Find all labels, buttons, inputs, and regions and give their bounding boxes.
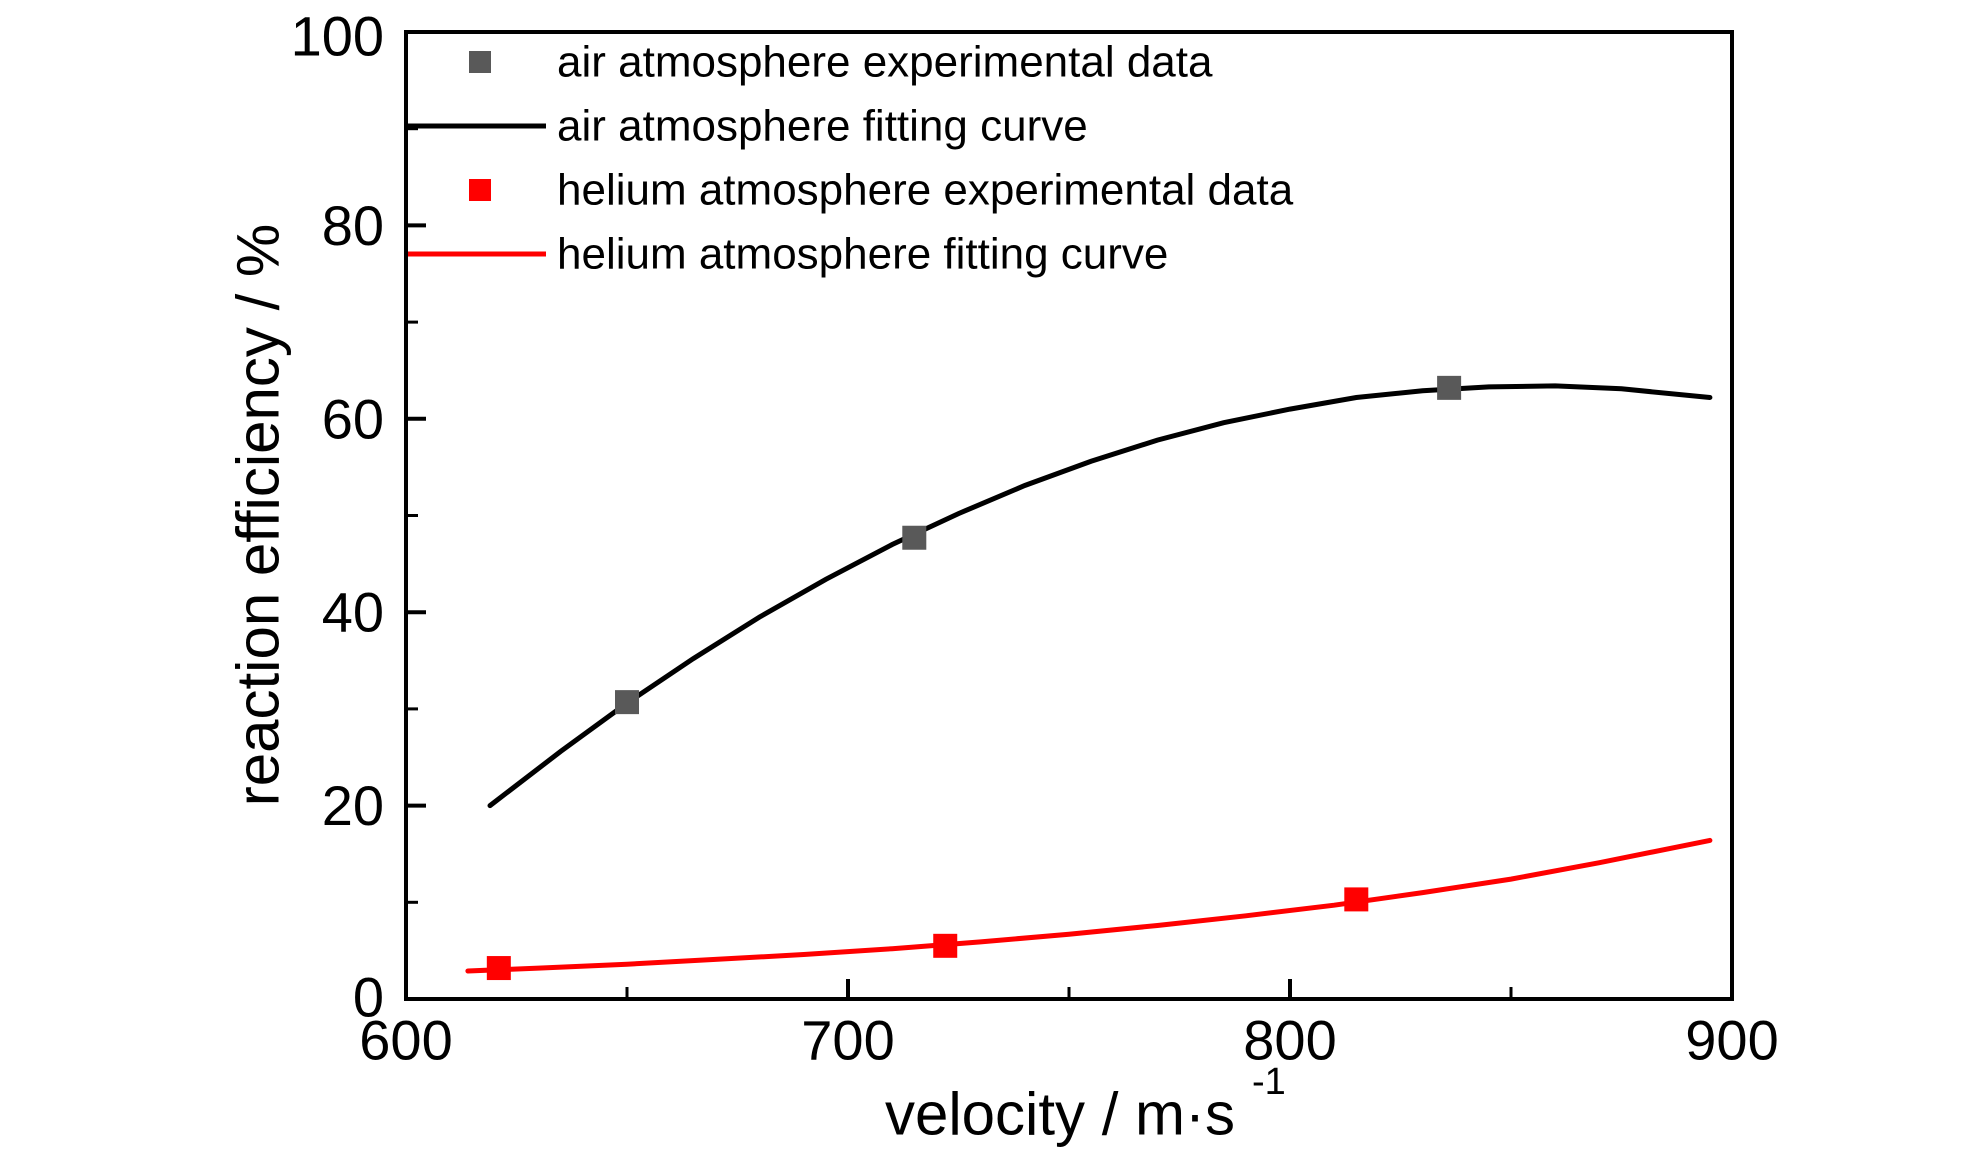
x-axis-title: velocity / m·s bbox=[885, 1081, 1235, 1148]
y-tick-label: 40 bbox=[322, 581, 384, 644]
axes-frame bbox=[404, 30, 1734, 1001]
x-tick-label: 700 bbox=[801, 1009, 894, 1072]
fitting-curve-helium bbox=[465, 837, 1713, 974]
y-tick-label: 0 bbox=[353, 966, 384, 1029]
fitting-curve-air bbox=[487, 383, 1713, 809]
legend-label-helium-fit: helium atmosphere fitting curve bbox=[557, 230, 1168, 279]
data-point-helium bbox=[1344, 887, 1369, 912]
legend-label-air-data: air atmosphere experimental data bbox=[557, 38, 1213, 87]
y-tick-label: 60 bbox=[322, 387, 384, 450]
legend-label-helium-data: helium atmosphere experimental data bbox=[557, 166, 1294, 215]
y-tick-label: 20 bbox=[322, 774, 384, 837]
data-point-air bbox=[902, 525, 927, 550]
legend-label-air-fit: air atmosphere fitting curve bbox=[557, 102, 1088, 151]
y-tick-label: 100 bbox=[291, 5, 384, 68]
legend: air atmosphere experimental data air atm… bbox=[557, 38, 1294, 279]
plot-geometry bbox=[404, 30, 1734, 1001]
legend-marker-square bbox=[469, 51, 491, 73]
y-tick-label: 80 bbox=[322, 194, 384, 257]
data-point-helium bbox=[933, 933, 958, 958]
data-point-air bbox=[615, 690, 639, 715]
data-point-air bbox=[1437, 375, 1462, 400]
x-tick-label: 900 bbox=[1685, 1009, 1778, 1072]
legend-marker-square bbox=[469, 179, 491, 201]
x-tick-label: 600 bbox=[359, 1009, 452, 1072]
y-axis-tick-labels: 0 20 40 60 80 100 bbox=[291, 5, 384, 1029]
x-axis-tick-labels: 600 700 800 900 bbox=[359, 1009, 1778, 1072]
data-point-helium bbox=[486, 956, 511, 981]
x-axis-title-superscript: -1 bbox=[1252, 1061, 1286, 1103]
y-axis-title: reaction efficiency / % bbox=[225, 224, 292, 807]
x-tick-label: 800 bbox=[1243, 1009, 1336, 1072]
